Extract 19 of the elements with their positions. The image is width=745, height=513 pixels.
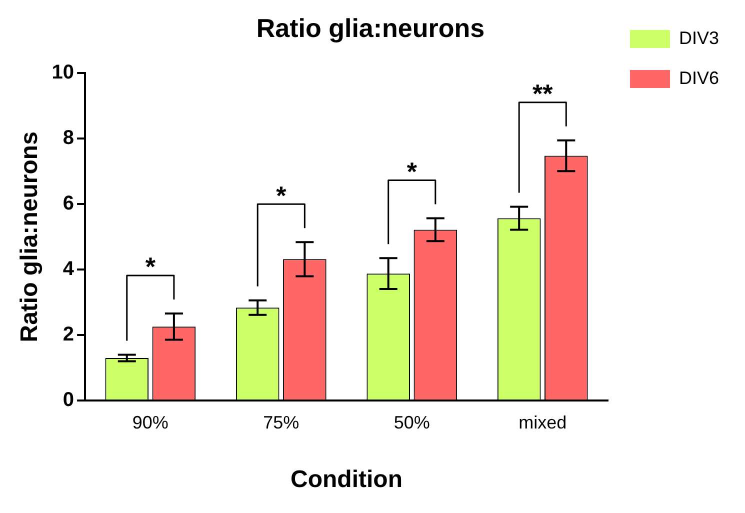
annotation: * [406,156,418,186]
annotation: * [276,180,288,210]
chart-title: Ratio glia:neurons [256,12,485,43]
y-tick-label: 6 [62,192,74,215]
legend-label: DIV3 [678,28,720,48]
x-tick-label: 50% [394,412,430,432]
y-tick-label: 8 [62,127,74,150]
y-tick-label: 0 [62,389,74,412]
x-axis-title: Condition [290,466,402,494]
x-tick-label: 75% [263,412,300,432]
x-tick-label: mixed [518,412,567,432]
y-tick-label: 10 [52,62,74,84]
annotation: * [145,252,156,282]
y-axis-title: Ratio glia:neurons [16,132,44,342]
y-tick-label: 2 [62,324,74,346]
annotation: ** [532,78,554,108]
y-tick-label: 4 [62,258,75,280]
legend-label: DIV6 [678,68,720,88]
x-tick-label: 90% [132,412,168,432]
